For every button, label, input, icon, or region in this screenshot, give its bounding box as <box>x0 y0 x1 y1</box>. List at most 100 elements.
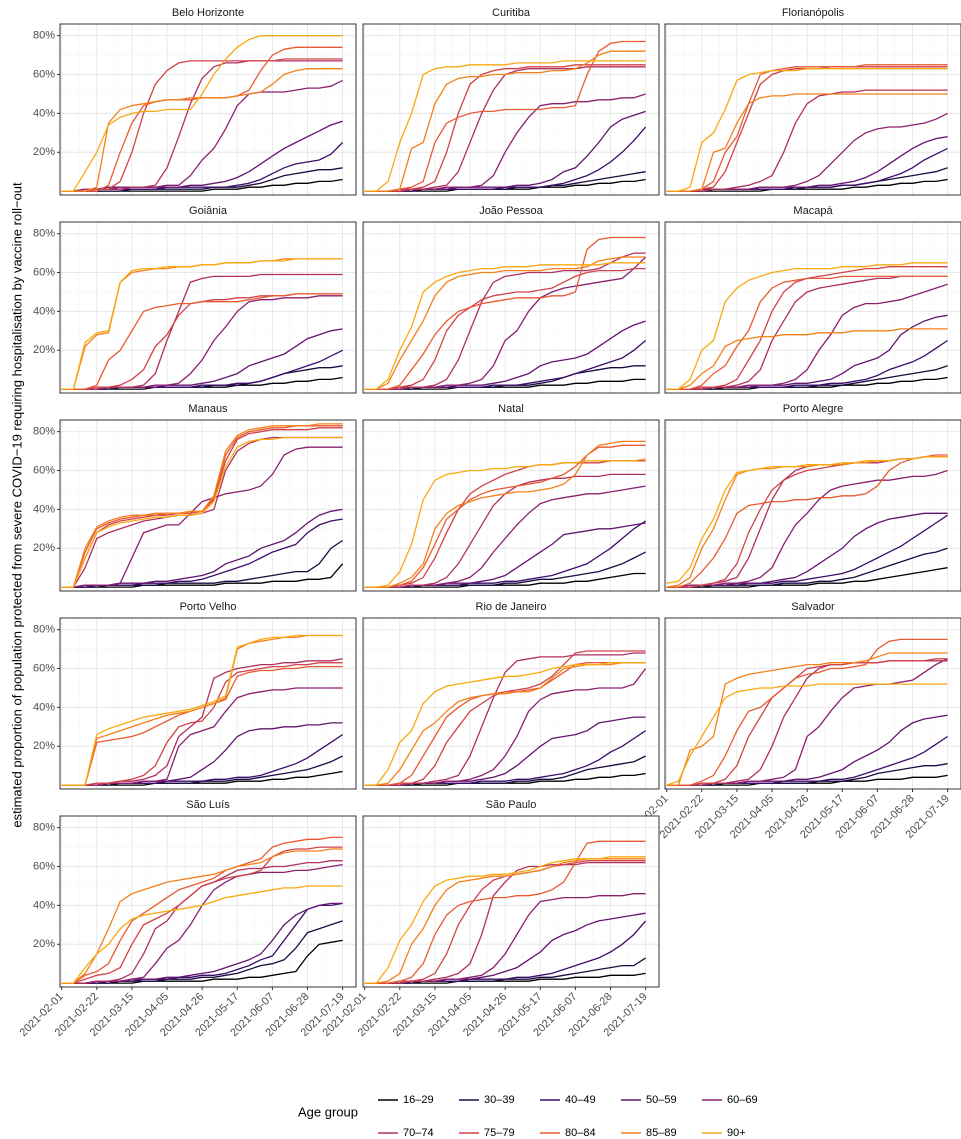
series-line <box>364 256 646 390</box>
legend-title: Age group <box>298 1104 358 1119</box>
y-tick-label: 40% <box>33 899 55 911</box>
series-line <box>61 436 343 588</box>
series-line <box>364 64 646 192</box>
series-line <box>364 755 646 786</box>
series-line <box>666 365 948 390</box>
panel-border <box>664 23 961 196</box>
series-line <box>364 444 646 588</box>
series-line <box>61 662 343 786</box>
panel-background <box>665 222 961 393</box>
series-line <box>61 35 343 192</box>
panel-background <box>665 618 961 789</box>
panel-title: Manaus <box>188 403 228 415</box>
panel-title: São Luís <box>186 799 230 811</box>
panel-background <box>60 24 356 195</box>
legend-label: 85–89 <box>646 1127 677 1139</box>
series-line <box>364 440 646 588</box>
series-line <box>666 178 948 192</box>
y-tick-label: 80% <box>33 228 55 240</box>
series-line <box>61 120 343 192</box>
y-tick-label: 40% <box>33 503 55 515</box>
panel-border <box>362 23 660 196</box>
series-line <box>364 458 646 588</box>
panel-background <box>665 420 961 591</box>
panel-border <box>59 23 357 196</box>
series-line <box>666 456 948 584</box>
y-tick-label: 20% <box>33 344 55 356</box>
series-line <box>364 50 646 192</box>
series-line <box>666 262 948 390</box>
series-line <box>364 840 646 984</box>
series-line <box>61 446 343 588</box>
panel-background <box>60 222 356 393</box>
legend-label: 40–49 <box>565 1094 596 1106</box>
series-line <box>364 252 646 390</box>
y-tick-label: 80% <box>33 30 55 42</box>
y-tick-label: 80% <box>33 624 55 636</box>
series-line <box>666 567 948 588</box>
panel-title: João Pessoa <box>479 205 543 217</box>
y-tick-label: 40% <box>33 701 55 713</box>
series-line <box>666 763 948 786</box>
y-tick-label: 20% <box>33 146 55 158</box>
series-line <box>364 662 646 786</box>
series-line <box>61 58 343 192</box>
series-line <box>666 93 948 192</box>
panel-title: Macapá <box>793 205 833 217</box>
series-line <box>61 423 343 588</box>
panel-title: Salvador <box>791 601 835 613</box>
series-line <box>666 652 948 786</box>
panel-background <box>363 222 659 393</box>
series-line <box>61 258 343 390</box>
panel-border <box>664 617 961 790</box>
panel-border <box>59 815 357 988</box>
panel-title: Goiânia <box>189 205 228 217</box>
series-line <box>61 68 343 192</box>
y-tick-label: 20% <box>33 542 55 554</box>
legend-label: 30–39 <box>484 1094 515 1106</box>
series-line <box>364 40 646 192</box>
series-line <box>666 89 948 192</box>
y-tick-label: 40% <box>33 305 55 317</box>
series-line <box>364 662 646 786</box>
y-tick-label: 60% <box>33 68 55 80</box>
legend-label: 16–29 <box>403 1094 434 1106</box>
panel-border <box>59 419 357 592</box>
series-line <box>61 293 343 390</box>
y-axis-label: estimated proportion of population prote… <box>9 182 24 828</box>
panel-background <box>665 24 961 195</box>
series-line <box>666 469 948 588</box>
panel-title: Porto Velho <box>180 601 237 613</box>
series-line <box>61 634 343 786</box>
series-line <box>666 658 948 786</box>
series-line <box>61 167 343 192</box>
panel-border <box>362 617 660 790</box>
y-tick-label: 20% <box>33 740 55 752</box>
legend-label: 60–69 <box>727 1094 758 1106</box>
series-line <box>364 236 646 390</box>
series-line <box>666 638 948 786</box>
panel-border <box>59 221 357 394</box>
panel-title: Florianópolis <box>782 7 845 19</box>
series-line <box>61 349 343 390</box>
legend-label: 80–84 <box>565 1127 596 1139</box>
y-tick-label: 60% <box>33 266 55 278</box>
legend-label: 50–59 <box>646 1094 677 1106</box>
panel-border <box>59 617 357 790</box>
panel-title: Porto Alegre <box>783 403 844 415</box>
panel-title: Belo Horizonte <box>172 7 244 19</box>
panel-title: Curitiba <box>492 7 531 19</box>
panel-border <box>362 815 660 988</box>
series-line <box>61 920 343 984</box>
series-line <box>666 68 948 192</box>
y-tick-label: 80% <box>33 426 55 438</box>
series-line <box>61 885 343 984</box>
series-line <box>666 683 948 786</box>
series-line <box>666 328 948 390</box>
y-tick-label: 80% <box>33 822 55 834</box>
series-line <box>61 848 343 984</box>
y-tick-label: 60% <box>33 860 55 872</box>
panel-background <box>60 816 356 987</box>
panel-border <box>664 419 961 592</box>
